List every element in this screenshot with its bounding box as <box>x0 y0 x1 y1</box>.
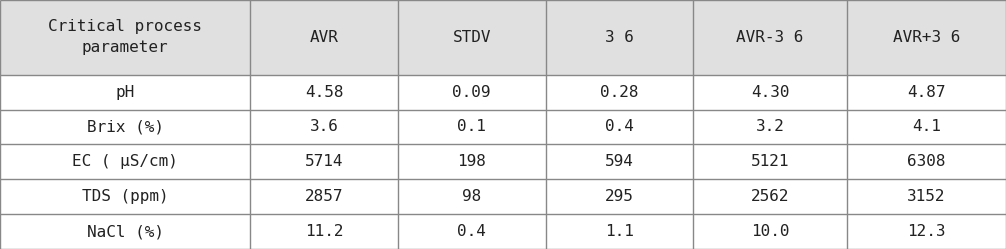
Text: 198: 198 <box>458 154 486 169</box>
Bar <box>250 179 397 214</box>
Text: 4.1: 4.1 <box>912 120 941 134</box>
Bar <box>0 110 250 144</box>
Bar <box>693 110 847 144</box>
Text: 6308: 6308 <box>907 154 946 169</box>
Bar <box>545 0 693 75</box>
Bar <box>693 0 847 75</box>
Text: 4.87: 4.87 <box>907 85 946 100</box>
Text: Critical process
parameter: Critical process parameter <box>48 19 202 55</box>
Text: 2857: 2857 <box>305 189 343 204</box>
Text: 594: 594 <box>605 154 634 169</box>
Text: NaCl (%): NaCl (%) <box>87 224 164 239</box>
Bar <box>250 214 397 249</box>
Text: 0.28: 0.28 <box>601 85 639 100</box>
Bar <box>0 179 250 214</box>
Text: 4.58: 4.58 <box>305 85 343 100</box>
Bar <box>693 179 847 214</box>
Text: STDV: STDV <box>453 30 491 45</box>
Text: 12.3: 12.3 <box>907 224 946 239</box>
Bar <box>545 179 693 214</box>
Text: AVR-3 6: AVR-3 6 <box>736 30 804 45</box>
Text: 3.6: 3.6 <box>310 120 338 134</box>
Bar <box>847 179 1006 214</box>
Bar <box>397 75 545 110</box>
Bar <box>0 144 250 179</box>
Bar <box>0 75 250 110</box>
Text: 11.2: 11.2 <box>305 224 343 239</box>
Bar <box>0 0 250 75</box>
Text: 98: 98 <box>462 189 481 204</box>
Text: 1.1: 1.1 <box>605 224 634 239</box>
Text: 3.2: 3.2 <box>756 120 785 134</box>
Text: TDS (ppm): TDS (ppm) <box>81 189 168 204</box>
Bar <box>693 214 847 249</box>
Text: pH: pH <box>116 85 135 100</box>
Text: 4.30: 4.30 <box>750 85 790 100</box>
Bar <box>693 144 847 179</box>
Text: 0.4: 0.4 <box>458 224 486 239</box>
Bar <box>250 110 397 144</box>
Bar <box>847 214 1006 249</box>
Bar <box>847 110 1006 144</box>
Bar <box>250 0 397 75</box>
Bar <box>693 75 847 110</box>
Bar <box>397 110 545 144</box>
Bar <box>847 75 1006 110</box>
Text: 295: 295 <box>605 189 634 204</box>
Text: 5714: 5714 <box>305 154 343 169</box>
Bar <box>545 144 693 179</box>
Text: 0.09: 0.09 <box>453 85 491 100</box>
Bar <box>397 214 545 249</box>
Bar <box>847 144 1006 179</box>
Text: 3 6: 3 6 <box>605 30 634 45</box>
Text: Brix (%): Brix (%) <box>87 120 164 134</box>
Bar <box>250 75 397 110</box>
Bar <box>545 75 693 110</box>
Bar <box>545 110 693 144</box>
Text: 10.0: 10.0 <box>750 224 790 239</box>
Bar <box>0 214 250 249</box>
Text: 2562: 2562 <box>750 189 790 204</box>
Text: 5121: 5121 <box>750 154 790 169</box>
Bar <box>397 179 545 214</box>
Bar <box>847 0 1006 75</box>
Bar <box>397 0 545 75</box>
Bar <box>250 144 397 179</box>
Text: AVR+3 6: AVR+3 6 <box>892 30 960 45</box>
Text: 0.4: 0.4 <box>605 120 634 134</box>
Text: 3152: 3152 <box>907 189 946 204</box>
Bar <box>397 144 545 179</box>
Text: EC ( μS/cm): EC ( μS/cm) <box>72 154 178 169</box>
Bar <box>545 214 693 249</box>
Text: 0.1: 0.1 <box>458 120 486 134</box>
Text: AVR: AVR <box>310 30 338 45</box>
